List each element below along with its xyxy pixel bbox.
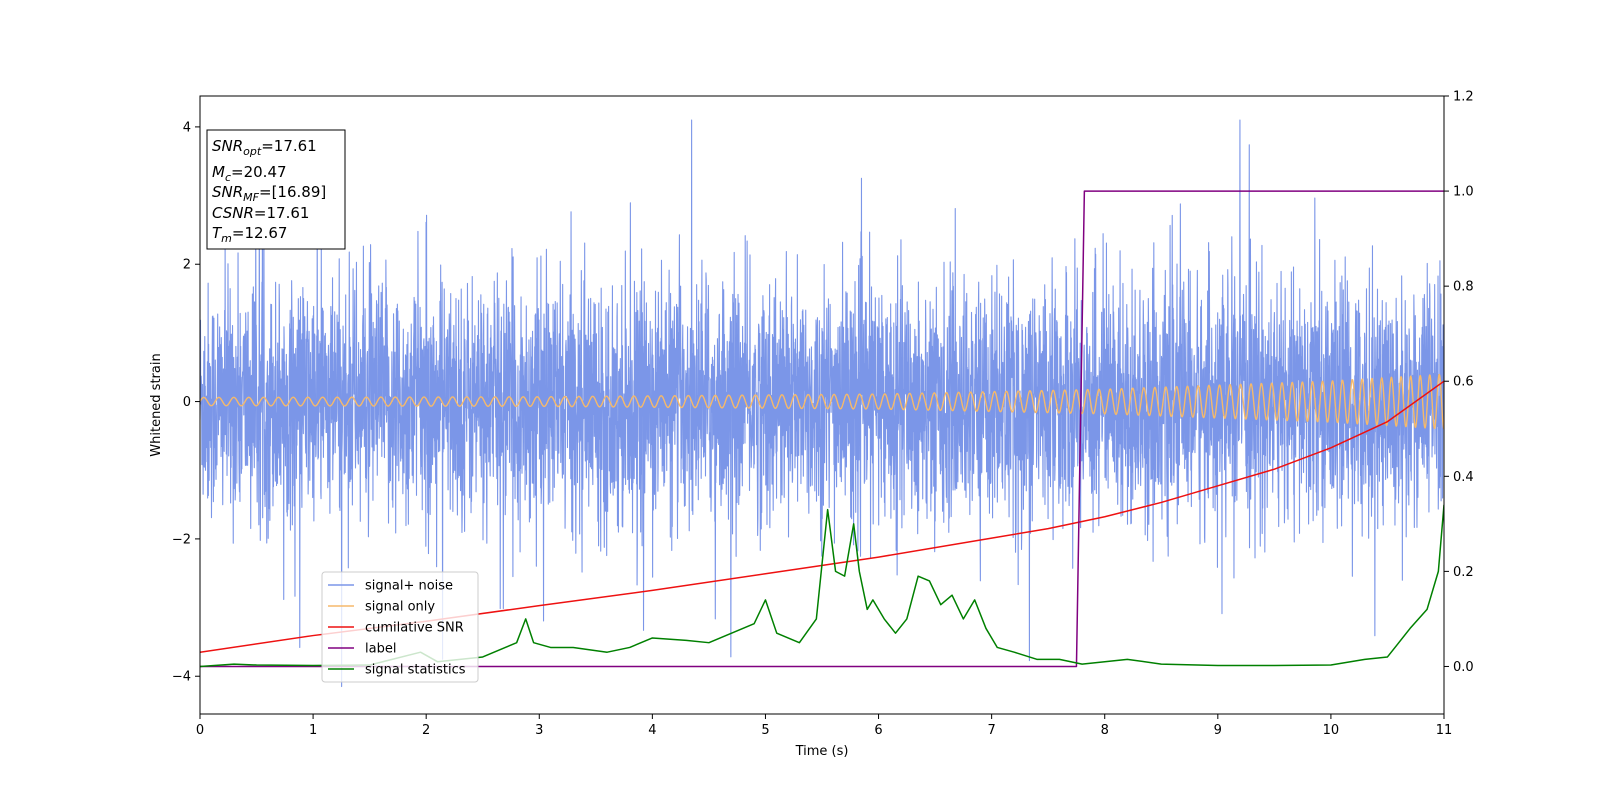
legend-label-cumilative-snr: cumilative SNR	[365, 621, 464, 636]
y-tick-label: 4	[183, 120, 191, 135]
plot-frame	[199, 95, 1445, 715]
x-tick-label: 7	[987, 723, 995, 738]
legend: signal+ noise signal only cumilative SNR la…	[321, 571, 479, 683]
y2-tick-label: 1.0	[1453, 185, 1474, 200]
legend-label-signal-only: signal only	[365, 600, 435, 615]
legend-label-signal-noise: signal+ noise	[365, 579, 453, 594]
info-snr-opt: SNRopt=17.61	[212, 137, 317, 158]
x-tick-label: 8	[1101, 723, 1109, 738]
info-tm: Tm=12.67	[212, 224, 287, 245]
x-tick-label: 11	[1436, 723, 1453, 738]
info-csnr: CSNR=17.61	[212, 204, 309, 222]
legend-label-label: label	[365, 642, 396, 657]
series-label	[200, 190, 1444, 668]
series-cumilative-snr	[200, 380, 1444, 653]
series-signal-only	[200, 373, 1444, 430]
info-box-frame	[206, 129, 346, 250]
y2-tick-label: 0.6	[1453, 375, 1474, 390]
x-tick-label: 6	[874, 723, 882, 738]
x-tick-label: 4	[648, 723, 656, 738]
y-tick-label: −2	[172, 532, 191, 547]
y-tick-label: 2	[183, 258, 191, 273]
y-tick-label: −4	[172, 670, 191, 685]
info-mc: Mc=20.47	[212, 163, 287, 184]
x-tick-label: 3	[535, 723, 543, 738]
info-box: SNRopt=17.61 Mc=20.47 SNRMF=[16.89] CSNR…	[206, 129, 346, 250]
series-signal-statistics	[200, 504, 1444, 668]
x-tick-label: 0	[196, 723, 204, 738]
info-snr-mf: SNRMF=[16.89]	[212, 183, 326, 204]
legend-frame	[321, 571, 479, 683]
y2-tick-label: 0.8	[1453, 280, 1474, 295]
y-tick-label: 0	[183, 395, 191, 410]
x-tick-label: 10	[1323, 723, 1340, 738]
series-layer	[200, 119, 1444, 688]
x-axis-label: Time (s)	[795, 744, 849, 759]
y2-tick-label: 1.2	[1453, 90, 1474, 105]
ticks-layer: 0 1 2 3 4 5 6 7 8 9 10 11 −4 −2 0 2 4 0.0 0.2 0.4 0.6 0.8 1.0 1…	[172, 90, 1474, 739]
x-tick-label: 1	[309, 723, 317, 738]
series-signal-noise	[200, 119, 1444, 688]
legend-label-signal-statistics: signal statistics	[365, 663, 466, 678]
y2-tick-label: 0.4	[1453, 470, 1474, 485]
y2-tick-label: 0.2	[1453, 565, 1474, 580]
x-tick-label: 2	[422, 723, 430, 738]
y2-tick-label: 0.0	[1453, 660, 1474, 675]
x-tick-label: 9	[1214, 723, 1222, 738]
y-axis-label: Whitened strain	[149, 353, 164, 456]
x-tick-label: 5	[761, 723, 769, 738]
